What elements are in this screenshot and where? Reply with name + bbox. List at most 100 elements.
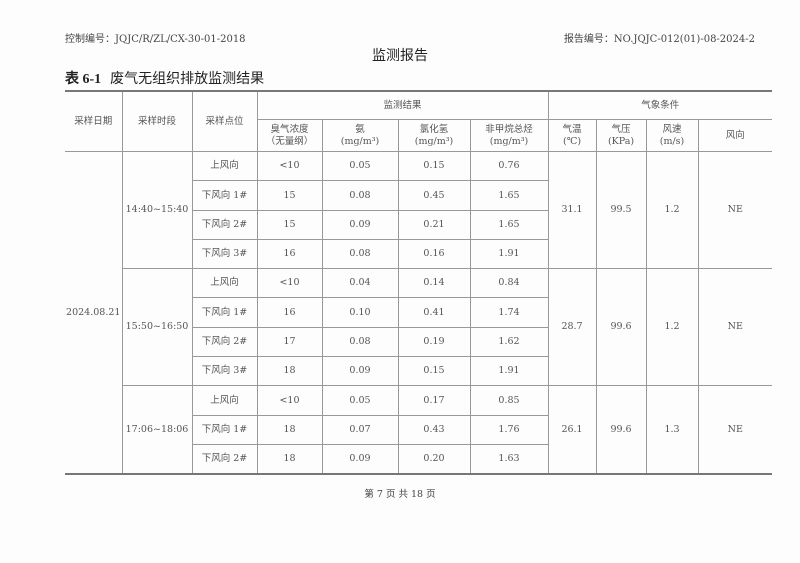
nmhc-cell: 0.84 bbox=[469, 268, 549, 299]
monitoring-table: 采样日期 采样时段 采样点位 监测结果 气象条件 臭气浓度 （无量纲） 氨 (mg/… bbox=[65, 90, 773, 476]
point-cell: 下风向 2# bbox=[191, 209, 258, 240]
table-title: 废气无组织排放监测结果 bbox=[110, 71, 265, 87]
header-nmhc: 非甲烷总烃 (mg/m³) bbox=[469, 119, 549, 152]
nh3-cell: 0.07 bbox=[321, 414, 399, 445]
pressure-cell: 99.5 bbox=[595, 150, 647, 270]
nmhc-cell: 0.85 bbox=[469, 385, 549, 416]
temperature-cell: 28.7 bbox=[547, 268, 597, 387]
nh3-cell: 0.08 bbox=[321, 238, 399, 270]
table-row: 2024.08.21 14:40~15:40 上风向 <10 0.05 0.15 0.76 3… bbox=[65, 150, 773, 475]
point-cell: 下风向 2# bbox=[191, 326, 258, 358]
point-cell: 下风向 1# bbox=[191, 297, 258, 328]
table-row: 下风向 2# 17 0.08 0.19 1.62 bbox=[65, 326, 772, 358]
point-cell: 下风向 1# bbox=[191, 180, 258, 211]
header-results: 监测结果 bbox=[256, 90, 549, 120]
header-wind-speed: 风速 (m/s) bbox=[645, 119, 699, 152]
point-cell: 下风向 3# bbox=[191, 356, 258, 387]
odor-cell: 15 bbox=[256, 209, 323, 240]
odor-cell: <10 bbox=[256, 385, 323, 416]
hcl-cell: 0.20 bbox=[397, 443, 471, 475]
nmhc-cell: 0.76 bbox=[469, 150, 549, 182]
point-cell: 上风向 bbox=[191, 150, 258, 182]
point-cell: 下风向 1# bbox=[191, 414, 258, 445]
nh3-cell: 0.10 bbox=[321, 297, 399, 328]
header-weather: 气象条件 bbox=[547, 90, 773, 120]
hcl-cell: 0.14 bbox=[397, 268, 471, 299]
header-temp: 气温 (℃) bbox=[547, 119, 597, 152]
page-footer: 第 7 页 共 18 页 bbox=[364, 489, 436, 500]
header-hcl: 氯化氢 (mg/m³) bbox=[397, 119, 471, 152]
hcl-cell: 0.15 bbox=[397, 150, 471, 182]
odor-cell: 18 bbox=[256, 443, 323, 475]
point-cell: 下风向 3# bbox=[191, 238, 258, 270]
nh3-cell: 0.05 bbox=[321, 150, 399, 182]
odor-cell: 17 bbox=[256, 326, 323, 358]
wind-speed-cell: 1.2 bbox=[645, 268, 699, 387]
table-row: 下风向 2# 18 0.09 0.20 1.63 bbox=[65, 443, 772, 475]
table-row: 15:50~16:50 上风向 <10 0.04 0.14 0.84 28.7 99.6 1.2… bbox=[65, 268, 773, 387]
table-row: 下风向 3# 18 0.09 0.15 1.91 bbox=[65, 356, 772, 387]
wind-direction-cell: NE bbox=[697, 150, 773, 270]
header-nh3: 氨 (mg/m³) bbox=[321, 119, 399, 152]
table-row: 下风向 1# 16 0.10 0.41 1.74 bbox=[65, 297, 772, 328]
odor-cell: 16 bbox=[256, 238, 323, 270]
odor-cell: 16 bbox=[256, 297, 323, 328]
header-pressure: 气压 (KPa) bbox=[595, 119, 647, 152]
point-cell: 上风向 bbox=[191, 385, 258, 416]
nmhc-cell: 1.76 bbox=[469, 414, 549, 445]
nh3-cell: 0.09 bbox=[321, 443, 399, 475]
nmhc-cell: 1.91 bbox=[469, 356, 549, 387]
point-cell: 上风向 bbox=[191, 268, 258, 299]
hcl-cell: 0.21 bbox=[397, 209, 471, 240]
header-period: 采样时段 bbox=[121, 90, 193, 152]
wind-direction-cell: NE bbox=[697, 385, 773, 475]
hcl-cell: 0.17 bbox=[397, 385, 471, 416]
table-caption: 表 6-1 废气无组织排放监测结果 bbox=[65, 68, 264, 88]
report-number: 报告编号：NO.JQJC-012(01)-08-2024-2 bbox=[563, 34, 755, 45]
table-row: 下风向 2# 15 0.09 0.21 1.65 bbox=[65, 209, 772, 240]
nmhc-cell: 1.91 bbox=[469, 238, 549, 270]
odor-cell: <10 bbox=[256, 268, 323, 299]
nmhc-cell: 1.65 bbox=[469, 180, 549, 211]
nh3-cell: 0.09 bbox=[321, 209, 399, 240]
nmhc-cell: 1.65 bbox=[469, 209, 549, 240]
nh3-cell: 0.04 bbox=[321, 268, 399, 299]
table-row: 17:06~18:06 上风向 <10 0.05 0.17 0.85 26.1 99.6 1.3… bbox=[65, 385, 773, 475]
header-date: 采样日期 bbox=[65, 90, 123, 152]
point-cell: 下风向 2# bbox=[191, 443, 258, 475]
header-point: 采样点位 bbox=[191, 90, 258, 152]
sampling-date: 2024.08.21 bbox=[65, 151, 123, 475]
temperature-cell: 31.1 bbox=[547, 150, 597, 270]
table-row: 下风向 3# 16 0.08 0.16 1.91 bbox=[65, 238, 772, 270]
header-wind-direction: 风向 bbox=[697, 119, 773, 152]
odor-cell: <10 bbox=[256, 150, 323, 182]
nh3-cell: 0.08 bbox=[321, 326, 399, 358]
hcl-cell: 0.45 bbox=[397, 180, 471, 211]
nmhc-cell: 1.63 bbox=[469, 443, 549, 475]
table-row: 下风向 1# 18 0.07 0.43 1.76 bbox=[65, 414, 772, 445]
odor-cell: 18 bbox=[256, 356, 323, 387]
header-odor: 臭气浓度 （无量纲） bbox=[256, 119, 323, 152]
sampling-period: 15:50~16:50 bbox=[121, 268, 193, 387]
pressure-cell: 99.6 bbox=[595, 268, 647, 387]
wind-speed-cell: 1.3 bbox=[645, 385, 699, 475]
nmhc-cell: 1.74 bbox=[469, 297, 549, 328]
hcl-cell: 0.15 bbox=[397, 356, 471, 387]
control-number: 控制编号：JQJC/R/ZL/CX-30-01-2018 bbox=[65, 34, 246, 45]
hcl-cell: 0.43 bbox=[397, 414, 471, 445]
hcl-cell: 0.19 bbox=[397, 326, 471, 358]
pressure-cell: 99.6 bbox=[595, 385, 647, 475]
sampling-period: 14:40~15:40 bbox=[121, 150, 193, 270]
table-row: 下风向 1# 15 0.08 0.45 1.65 bbox=[65, 180, 772, 211]
wind-direction-cell: NE bbox=[697, 268, 773, 387]
odor-cell: 18 bbox=[256, 414, 323, 445]
hcl-cell: 0.16 bbox=[397, 238, 471, 270]
odor-cell: 15 bbox=[256, 180, 323, 211]
table-number: 表 6-1 bbox=[65, 72, 102, 87]
nh3-cell: 0.08 bbox=[321, 180, 399, 211]
sampling-period: 17:06~18:06 bbox=[121, 385, 193, 475]
report-title: 监测报告 bbox=[372, 48, 428, 64]
wind-speed-cell: 1.2 bbox=[645, 150, 699, 270]
nh3-cell: 0.09 bbox=[321, 356, 399, 387]
